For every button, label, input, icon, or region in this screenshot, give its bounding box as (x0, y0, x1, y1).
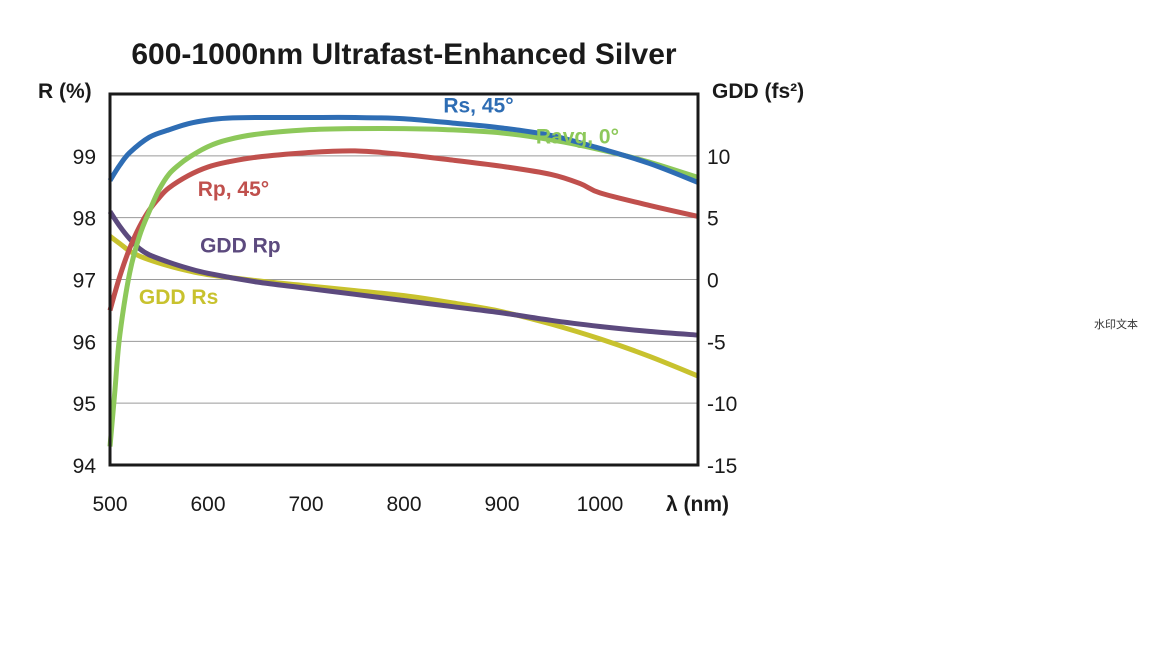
y-tick-label: 94 (73, 455, 97, 478)
y-tick-label: 99 (73, 146, 96, 169)
series-label-gdd-rs: GDD Rs (139, 286, 218, 309)
x-tick-label: 700 (288, 493, 323, 516)
y2-tick-label: 10 (707, 146, 730, 169)
y2-tick-label: -5 (707, 331, 726, 354)
y-axis-title: R (%) (38, 80, 92, 103)
series-label-gdd-rp: GDD Rp (200, 234, 281, 257)
x-tick-label: 600 (190, 493, 225, 516)
y-tick-label: 95 (73, 393, 96, 416)
series-labels: Rs, 45° Ravg, 0° Rp, 45° GDD Rp GDD Rs (139, 95, 619, 310)
y2-axis-title: GDD (fs²) (712, 80, 804, 103)
series-label-rs-45: Rs, 45° (443, 95, 513, 118)
watermark-text: 水印文本 (1094, 318, 1138, 331)
y2-axis-ticks: -15 -10 -5 0 5 10 (707, 146, 737, 478)
y2-tick-label: 5 (707, 208, 719, 231)
x-tick-label: 900 (484, 493, 519, 516)
series-label-ravg-0: Ravg, 0° (536, 125, 619, 148)
y-axis-ticks: 94 95 96 97 98 99 (73, 146, 97, 478)
y-tick-label: 98 (73, 208, 96, 231)
chart-title: 600-1000nm Ultrafast-Enhanced Silver (131, 38, 677, 71)
y2-tick-label: -10 (707, 393, 737, 416)
y2-tick-label: 0 (707, 270, 719, 293)
y-tick-label: 97 (73, 270, 96, 293)
series-line-gdd-rp (107, 210, 699, 338)
x-tick-label: 800 (386, 493, 421, 516)
y-tick-label: 96 (73, 331, 96, 354)
series-line-ravg-0 (107, 125, 699, 447)
x-axis-ticks: 500 600 700 800 900 1000 (92, 493, 623, 516)
x-axis-title: λ (nm) (666, 493, 729, 516)
x-tick-label: 1000 (577, 493, 624, 516)
y2-tick-label: -15 (707, 455, 737, 478)
series-line-rs-45 (107, 114, 699, 185)
series-lines (107, 114, 699, 447)
plot-frame (108, 92, 700, 467)
x-tick-label: 500 (92, 493, 127, 516)
series-label-rp-45: Rp, 45° (198, 178, 269, 201)
